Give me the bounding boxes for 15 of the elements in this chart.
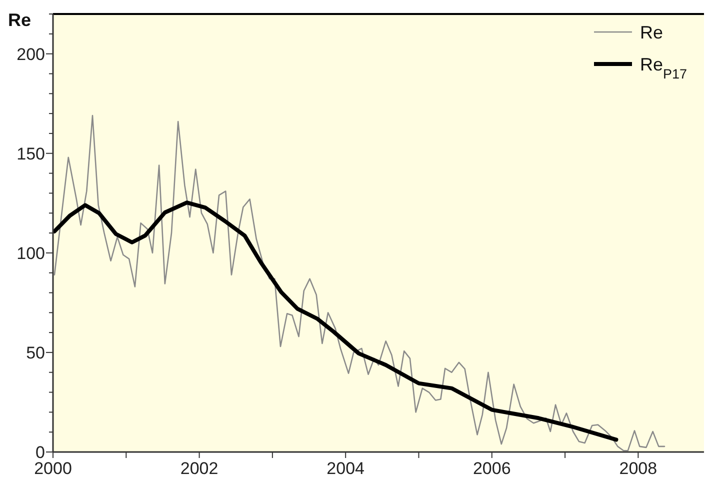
y-tick-label: 0: [36, 442, 45, 462]
line-series: [52, 200, 618, 442]
legend-label: Re: [640, 22, 664, 42]
line-series: [54, 114, 666, 452]
x-tick-label: 2000: [34, 459, 72, 478]
x-tick-label: 2008: [619, 459, 658, 478]
y-tick-label: 150: [16, 144, 45, 164]
x-tick-label: 2002: [180, 459, 218, 478]
y-tick-label: 200: [16, 44, 45, 64]
y-tick-label: 100: [16, 244, 45, 263]
y-axis-title: Re: [8, 10, 32, 30]
x-tick-label: 2004: [326, 459, 364, 478]
legend-label: Re$_{P17}$: [640, 54, 688, 81]
x-tick-label: 2006: [472, 459, 511, 478]
y-tick-label: 50: [26, 343, 45, 362]
